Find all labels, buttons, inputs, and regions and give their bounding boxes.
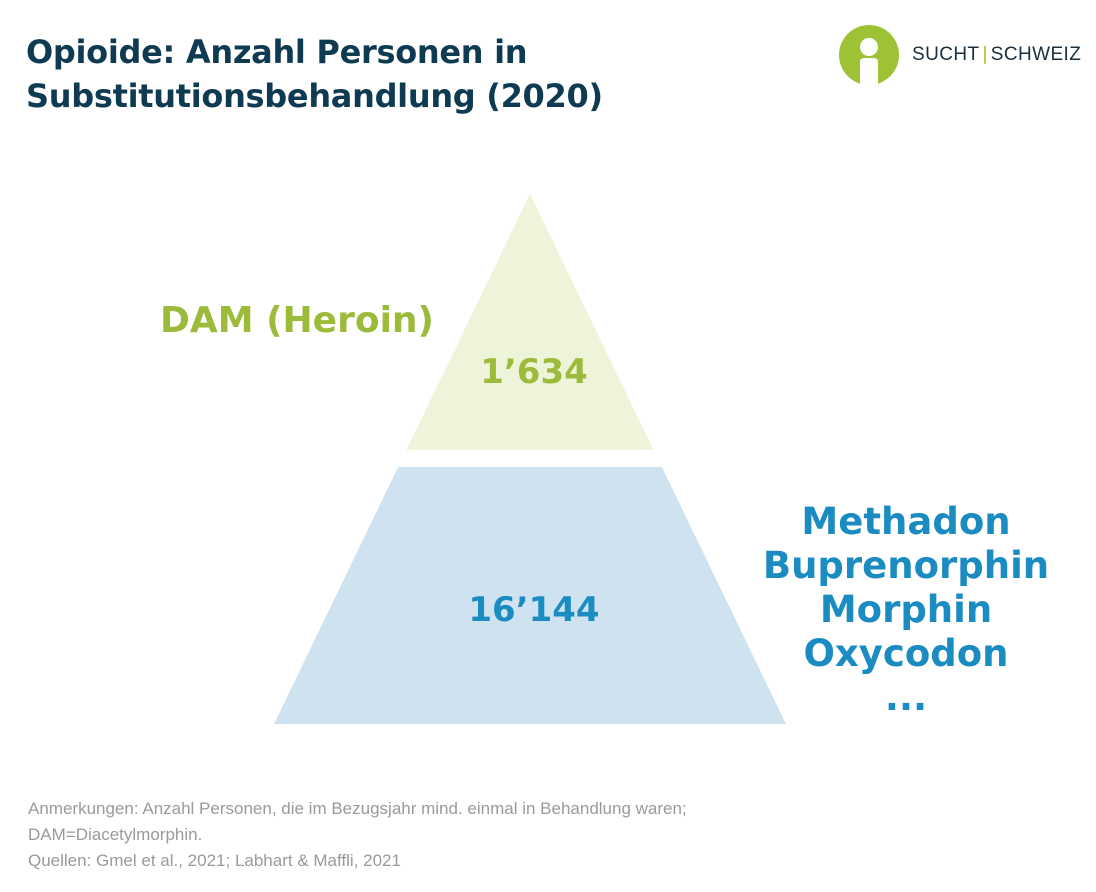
person-in-circle-icon xyxy=(839,25,899,86)
footer-notes: Anmerkungen: Anzahl Personen, die im Bez… xyxy=(28,796,687,874)
label-dam-heroin: DAM (Heroin) xyxy=(160,300,435,341)
title-line-2: Substitutionsbehandlung (2020) xyxy=(26,77,603,115)
drug-buprenorphin: Buprenorphin xyxy=(762,544,1050,587)
sources-line: Quellen: Gmel et al., 2021; Labhart & Ma… xyxy=(28,851,401,870)
note-line-2: DAM=Diacetylmorphin. xyxy=(28,825,203,844)
logo-word-schweiz: SCHWEIZ xyxy=(990,44,1082,65)
pyramid-value-substitution: 16’144 xyxy=(468,590,599,630)
logo-wordmark: SUCHT | SCHWEIZ xyxy=(912,44,1081,66)
pyramid-tier-substitution xyxy=(274,467,786,724)
pyramid-value-dam: 1’634 xyxy=(480,352,588,392)
drug-morphin: Morphin xyxy=(819,588,993,631)
logo-separator: | xyxy=(982,44,988,65)
label-substitution-drugs: Methadon Buprenorphin Morphin Oxycodon .… xyxy=(740,500,1072,720)
drug-oxycodon: Oxycodon xyxy=(803,632,1009,675)
note-line-1: Anmerkungen: Anzahl Personen, die im Bez… xyxy=(28,799,687,818)
sucht-schweiz-logo: SUCHT | SCHWEIZ xyxy=(838,24,1088,86)
title-line-1: Opioide: Anzahl Personen in xyxy=(26,33,528,71)
page-title: Opioide: Anzahl Personen in Substitution… xyxy=(26,30,603,118)
pyramid-tier-dam xyxy=(406,194,654,450)
drug-ellipsis: ... xyxy=(884,676,928,719)
drug-methadon: Methadon xyxy=(801,500,1011,543)
logo-word-sucht: SUCHT xyxy=(912,44,980,65)
